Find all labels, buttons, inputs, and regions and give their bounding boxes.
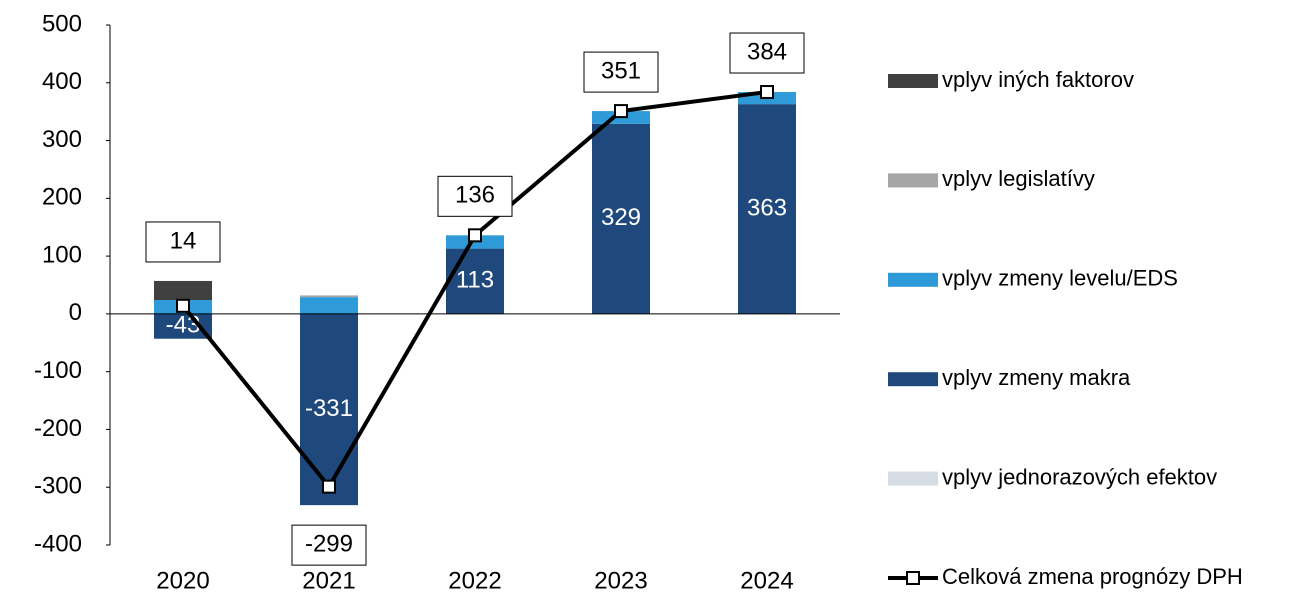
x-tick-label: 2024 — [740, 567, 793, 593]
total-label-box — [583, 51, 659, 93]
legend-label: vplyv zmeny levelu/EDS — [942, 266, 1178, 291]
total-label-box — [291, 524, 367, 566]
y-tick-label: -400 — [34, 530, 82, 557]
bar-label: 329 — [601, 204, 641, 231]
legend-swatch — [888, 74, 938, 88]
total-label: 136 — [455, 182, 495, 209]
bar-segment — [154, 280, 212, 301]
total-label-box — [437, 175, 513, 217]
legend-label: Celková zmena prognózy DPH — [942, 564, 1243, 589]
bar-segment — [738, 104, 796, 314]
x-tick-label: 2022 — [448, 567, 501, 593]
bar-label: 363 — [747, 194, 787, 221]
total-label: -299 — [305, 530, 353, 557]
legend-marker — [906, 571, 920, 585]
line-marker — [322, 479, 336, 494]
bar-segment — [154, 313, 212, 339]
y-tick-label: 0 — [69, 299, 82, 326]
y-tick-label: 300 — [42, 126, 82, 153]
legend-swatch — [888, 372, 938, 387]
legend-swatch — [888, 272, 938, 287]
bar-segment — [300, 313, 358, 506]
line-marker — [468, 228, 482, 243]
y-tick-label: -300 — [34, 473, 82, 500]
bar-segment — [300, 295, 358, 298]
bar-segment — [300, 297, 358, 314]
bar-segment — [446, 248, 504, 314]
line-marker — [760, 85, 774, 100]
legend-label: vplyv jednorazových efektov — [942, 464, 1217, 489]
y-tick-label: -100 — [34, 357, 82, 384]
legend-label: vplyv iných faktorov — [942, 67, 1134, 92]
y-tick-label: 100 — [42, 241, 82, 268]
x-tick-label: 2020 — [156, 567, 209, 593]
total-label: 384 — [747, 38, 787, 65]
legend-label: vplyv zmeny makra — [942, 365, 1131, 390]
line-marker — [176, 298, 190, 313]
x-tick-label: 2023 — [594, 567, 647, 593]
legend-swatch — [888, 173, 938, 188]
y-tick-label: 400 — [42, 68, 82, 95]
bar-segment — [592, 123, 650, 314]
bar-label: 113 — [456, 267, 494, 294]
total-label: 351 — [601, 57, 641, 84]
bar-label: -43 — [166, 312, 201, 339]
y-tick-label: 200 — [42, 184, 82, 211]
y-tick-label: 500 — [42, 10, 82, 37]
legend-swatch — [888, 471, 938, 486]
total-label-box — [145, 221, 221, 263]
line-marker — [614, 104, 628, 119]
total-label-box — [729, 32, 805, 74]
total-label: 14 — [170, 227, 197, 254]
y-tick-label: -200 — [34, 415, 82, 442]
x-tick-label: 2021 — [302, 567, 355, 593]
legend-label: vplyv legislatívy — [942, 166, 1095, 191]
bar-label: -331 — [305, 395, 353, 422]
